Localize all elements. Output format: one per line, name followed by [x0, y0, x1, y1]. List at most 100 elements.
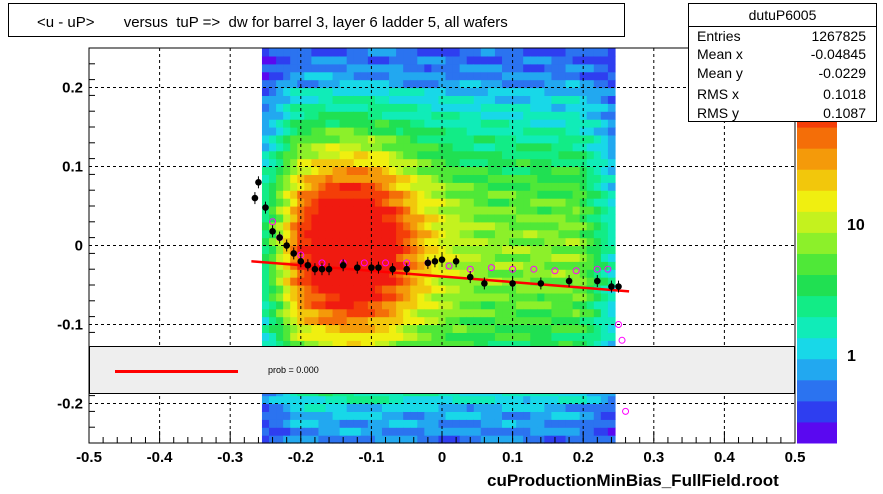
heatmap-cell	[276, 403, 284, 412]
heatmap-cell	[593, 190, 602, 199]
heatmap-cell	[290, 182, 298, 191]
heatmap-cell	[297, 229, 305, 239]
heatmap-cell	[290, 87, 298, 96]
heatmap-cell	[367, 119, 376, 128]
heatmap-cell	[586, 87, 595, 96]
heatmap-cell	[537, 127, 545, 136]
heatmap-cell	[530, 300, 538, 310]
heatmap-cell	[424, 134, 433, 144]
heatmap-cell	[516, 285, 524, 294]
heatmap-cell	[276, 182, 284, 191]
heatmap-cell	[438, 150, 447, 160]
heatmap-cell	[551, 190, 560, 199]
heatmap-cell	[346, 206, 355, 215]
heatmap-cell	[325, 166, 334, 175]
heatmap-cell	[367, 277, 376, 286]
heatmap-cell	[466, 111, 475, 120]
heatmap-cell	[593, 71, 602, 81]
heatmap-cell	[502, 71, 510, 81]
profile-filled-point	[290, 250, 298, 257]
heatmap-cell	[487, 395, 496, 405]
heatmap-cell	[593, 332, 602, 341]
heatmap-cell	[593, 395, 602, 405]
heatmap-cell	[579, 71, 588, 81]
heatmap-cell	[332, 427, 341, 436]
heatmap-cell	[438, 269, 447, 278]
heatmap-cell	[466, 253, 475, 262]
heatmap-cell	[523, 269, 531, 278]
heatmap-cell	[600, 229, 609, 239]
heatmap-cell	[311, 316, 320, 326]
heatmap-cell	[586, 292, 595, 302]
heatmap-cell	[600, 237, 609, 247]
heatmap-cell	[381, 174, 390, 183]
heatmap-cell	[346, 419, 355, 428]
heatmap-cell	[544, 308, 553, 318]
heatmap-cell	[558, 127, 567, 136]
heatmap-cell	[572, 435, 581, 444]
heatmap-cell	[544, 269, 553, 278]
heatmap-cell	[389, 419, 397, 428]
heatmap-cell	[332, 182, 341, 191]
heatmap-cell	[607, 134, 616, 144]
heatmap-cell	[353, 111, 362, 120]
heatmap-cell	[283, 253, 291, 262]
heatmap-cell	[269, 340, 277, 349]
heatmap-cell	[311, 229, 320, 239]
heatmap-cell	[516, 206, 524, 215]
heatmap-cell	[332, 174, 341, 183]
heatmap-cell	[297, 48, 305, 57]
heatmap-cell	[586, 79, 595, 89]
heatmap-cell	[403, 277, 411, 286]
heatmap-cell	[283, 198, 291, 207]
heatmap-cell	[558, 206, 567, 215]
heatmap-cell	[269, 182, 277, 191]
heatmap-cell	[304, 198, 312, 207]
heatmap-cell	[360, 253, 369, 262]
heatmap-cell	[332, 142, 341, 152]
heatmap-cell	[494, 261, 503, 270]
heatmap-cell	[530, 261, 538, 270]
heatmap-cell	[558, 150, 567, 160]
heatmap-cell	[311, 403, 320, 412]
heatmap-cell	[283, 103, 291, 112]
heatmap-cell	[417, 79, 425, 89]
heatmap-cell	[403, 245, 411, 254]
heatmap-cell	[403, 55, 411, 65]
heatmap-cell	[530, 206, 538, 215]
heatmap-cell	[318, 411, 327, 420]
y-tick-label: 0.2	[62, 80, 83, 97]
heatmap-cell	[494, 87, 503, 96]
heatmap-cell	[431, 245, 440, 254]
profile-filled-point	[565, 277, 573, 285]
heatmap-cell	[332, 206, 341, 215]
heatmap-cell	[311, 166, 320, 175]
heatmap-cell	[572, 292, 581, 302]
heatmap-cell	[551, 285, 560, 294]
heatmap-cell	[276, 111, 284, 120]
heatmap-cell	[537, 63, 545, 73]
heatmap-cell	[431, 111, 440, 120]
heatmap-cell	[353, 190, 362, 199]
heatmap-cell	[572, 111, 581, 120]
heatmap-cell	[480, 103, 489, 112]
heatmap-cell	[297, 174, 305, 183]
heatmap-cell	[283, 48, 291, 57]
heatmap-cell	[374, 103, 383, 112]
heatmap-cell	[466, 403, 475, 412]
chart-title-box: <u - uP> versus tuP => dw for barrel 3, …	[8, 3, 625, 37]
heatmap-cell	[572, 158, 581, 168]
heatmap-cell	[558, 95, 567, 104]
heatmap-cell	[367, 95, 376, 104]
heatmap-cell	[445, 435, 454, 444]
heatmap-cell	[509, 142, 517, 152]
heatmap-cell	[269, 150, 277, 160]
heatmap-cell	[381, 166, 390, 175]
heatmap-cell	[558, 411, 567, 420]
heatmap-cell	[381, 292, 390, 302]
heatmap-cell	[360, 55, 369, 65]
heatmap-cell	[290, 316, 298, 326]
heatmap-cell	[283, 403, 291, 412]
heatmap-cell	[339, 221, 348, 231]
heatmap-cell	[607, 403, 616, 412]
